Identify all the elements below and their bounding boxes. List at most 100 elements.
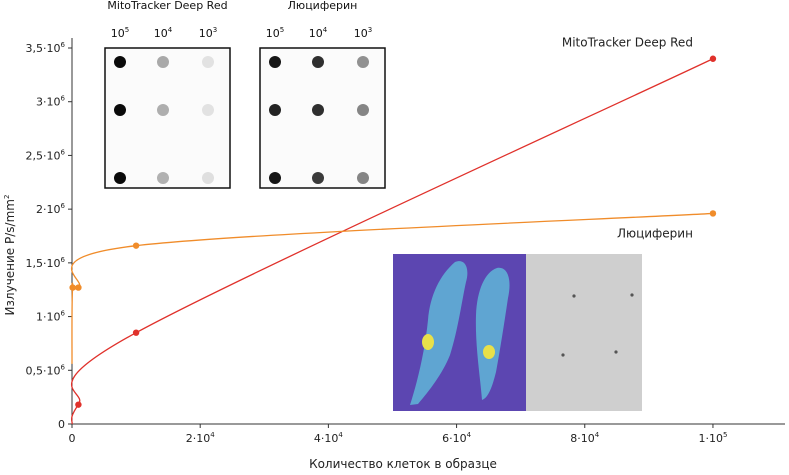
x-ticks: 0 2·104 4·104 6·104 8·104 1·105 <box>69 424 727 445</box>
inset-well <box>202 172 214 184</box>
y-tick-label: 0 <box>58 418 65 431</box>
gray-spot <box>630 293 634 297</box>
mouse-right <box>475 267 510 400</box>
y-tick-label-base: 2,5·10 <box>26 149 61 162</box>
gray-spot <box>561 353 565 357</box>
inset-column-label-base: 10 <box>199 27 213 40</box>
series-label: MitoTracker Deep Red <box>562 36 693 50</box>
x-tick-label-base: 1·10 <box>698 432 723 445</box>
y-tick-label-exp: 6 <box>61 202 66 210</box>
y-tick-label-base: 0,5·10 <box>26 364 61 377</box>
x-tick-label: 4·104 <box>314 431 344 445</box>
inset-column-label: 104 <box>309 26 328 40</box>
mouse-left <box>410 261 468 405</box>
x-tick-label-exp: 4 <box>338 431 343 439</box>
x-tick-label: 6·104 <box>442 431 472 445</box>
x-tick-label-base: 6·10 <box>442 432 467 445</box>
x-tick-label-base: 2·10 <box>186 432 211 445</box>
inset-well <box>357 172 369 184</box>
x-tick-label-exp: 4 <box>210 431 215 439</box>
y-tick-label: 1,5·106 <box>26 256 66 270</box>
inset-title: MitoTracker Deep Red <box>107 0 227 12</box>
data-point <box>132 329 140 336</box>
series-label: Люциферин <box>617 226 693 240</box>
inset-column-label-base: 10 <box>266 27 280 40</box>
inset-well <box>312 56 324 68</box>
y-tick-label: 0,5·106 <box>26 363 66 377</box>
inset-column-label-exp: 4 <box>168 26 173 34</box>
data-point <box>132 242 140 249</box>
inset-title: Люциферин <box>288 0 358 12</box>
inset-well <box>269 172 281 184</box>
inset-well <box>357 56 369 68</box>
data-point <box>75 284 82 291</box>
y-axis-title-exp: 2 <box>3 195 11 199</box>
inset-column-label-base: 10 <box>354 27 368 40</box>
y-tick-label-exp: 6 <box>61 310 66 318</box>
inset-well <box>114 104 126 116</box>
inset-frame <box>104 47 231 189</box>
mouse-imaging-photo <box>393 254 642 411</box>
y-axis-title: Излучение P/s/mm2 <box>3 195 17 316</box>
y-tick-label: 2·106 <box>36 202 66 216</box>
gray-spot <box>572 294 576 298</box>
data-point <box>709 55 717 62</box>
inset-well <box>157 172 169 184</box>
x-tick-label-base: 0 <box>69 432 76 445</box>
x-tick-label: 8·104 <box>570 431 600 445</box>
y-tick-label-exp: 6 <box>61 363 66 371</box>
hotspot-left <box>422 334 434 350</box>
y-tick-label-base: 3·10 <box>36 96 61 109</box>
inset-column-label-base: 10 <box>154 27 168 40</box>
x-tick-label-base: 4·10 <box>314 432 339 445</box>
inset-well <box>114 56 126 68</box>
hotspot-right <box>483 345 495 359</box>
y-tick-label: 1·106 <box>36 310 66 324</box>
x-tick-label-exp: 5 <box>723 431 727 439</box>
y-tick-label-base: 3,5·10 <box>26 42 61 55</box>
series: MitoTracker Deep Red Люциферин <box>69 36 717 425</box>
inset-well <box>157 104 169 116</box>
inset-well <box>312 104 324 116</box>
inset-column-label-exp: 4 <box>323 26 328 34</box>
y-tick-label-base: 2·10 <box>36 203 61 216</box>
data-point <box>709 210 717 217</box>
inset-column-label-exp: 3 <box>368 26 372 34</box>
inset-well <box>202 104 214 116</box>
inset-column-label: 105 <box>111 26 129 40</box>
inset-column-label: 103 <box>354 26 372 40</box>
grayscale-panel <box>526 254 642 411</box>
inset-column-label-exp: 5 <box>280 26 284 34</box>
x-tick-label: 0 <box>69 432 76 445</box>
y-tick-label: 3,5·106 <box>26 41 66 55</box>
y-tick-label-base: 1·10 <box>36 311 61 324</box>
inset-well <box>202 56 214 68</box>
x-tick-label-exp: 4 <box>595 431 600 439</box>
y-ticks: 00,5·1061·1061,5·1062·1062,5·1063·1063,5… <box>26 41 72 431</box>
inset-frame <box>259 47 386 189</box>
x-tick-label: 1·105 <box>698 431 727 445</box>
series-2: Люциферин <box>69 210 717 364</box>
inset-well <box>114 172 126 184</box>
y-tick-label-base: 0 <box>58 418 65 431</box>
inset-well <box>157 56 169 68</box>
y-tick-label-base: 1,5·10 <box>26 257 61 270</box>
inset-column-label-base: 10 <box>111 27 125 40</box>
inset-column-label-exp: 3 <box>213 26 217 34</box>
inset-well <box>357 104 369 116</box>
inset-column-label-base: 10 <box>309 27 323 40</box>
y-tick-label-exp: 6 <box>61 41 66 49</box>
data-point <box>69 284 76 291</box>
inset-well <box>312 172 324 184</box>
x-tick-label: 2·104 <box>186 431 216 445</box>
inset-column-label: 103 <box>199 26 217 40</box>
inset-well <box>269 104 281 116</box>
x-tick-label-exp: 4 <box>467 431 472 439</box>
data-point <box>75 401 82 408</box>
y-tick-label-exp: 6 <box>61 256 66 264</box>
y-tick-label-exp: 6 <box>61 95 66 103</box>
